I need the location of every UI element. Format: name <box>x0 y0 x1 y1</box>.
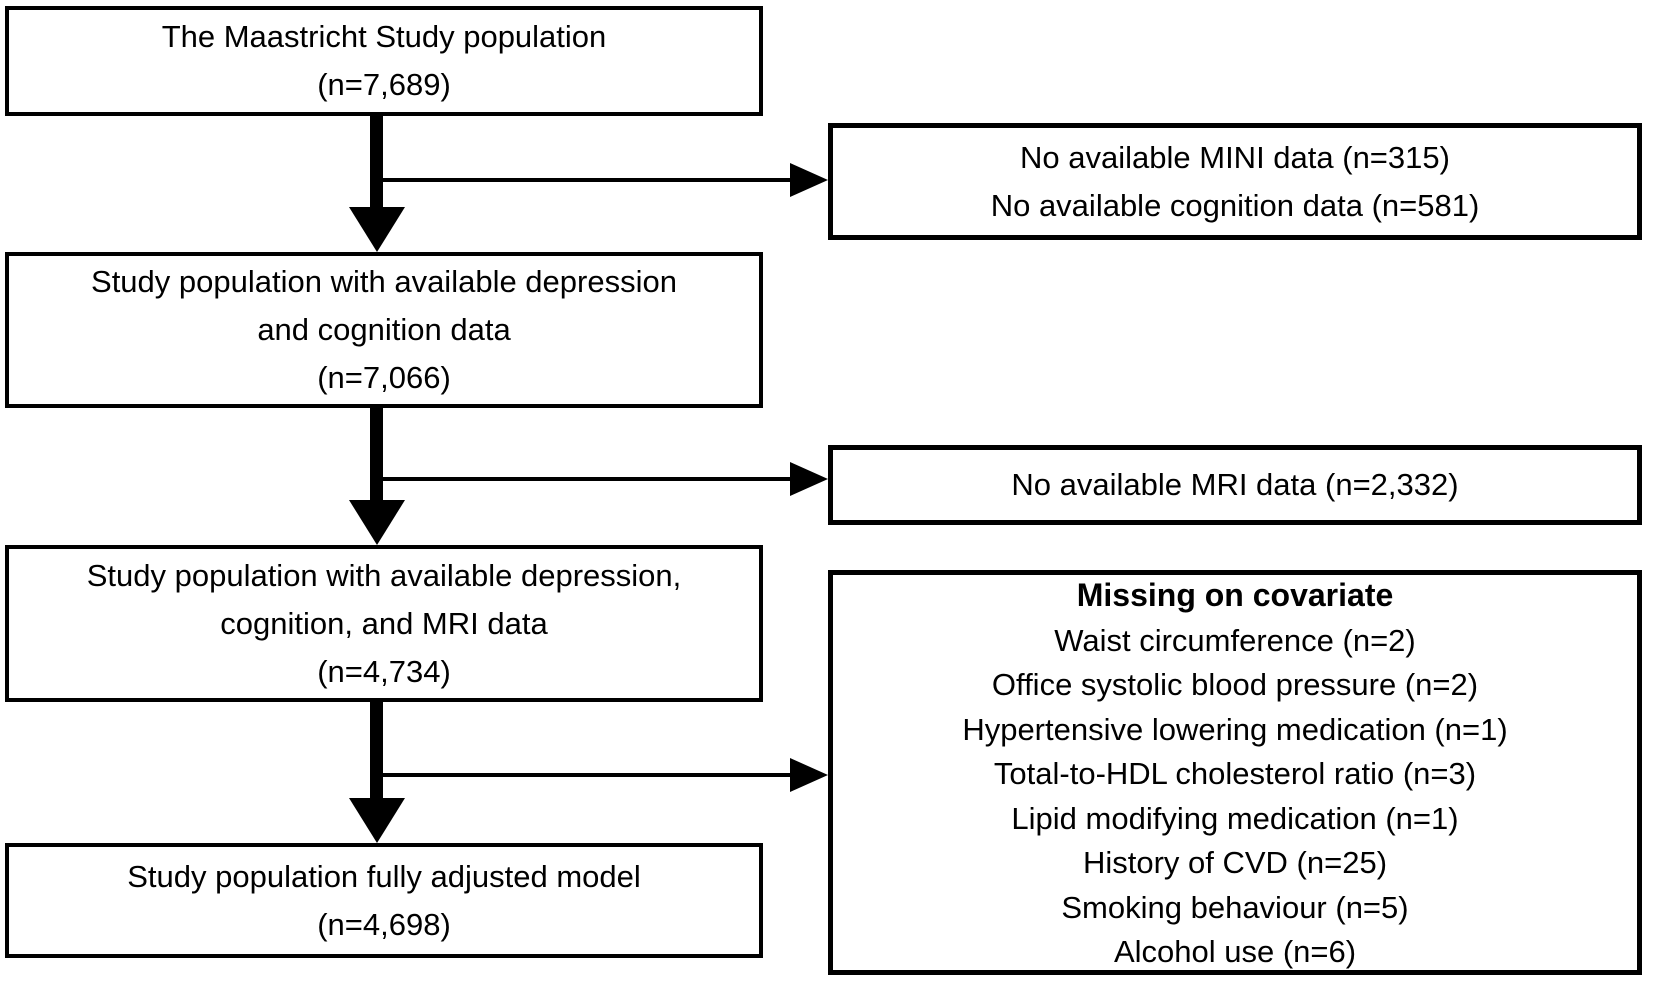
box-line: and cognition data <box>257 312 511 347</box>
box-count: (n=4,734) <box>317 653 451 689</box>
missing-covariate-title: Missing on covariate <box>1076 576 1394 613</box>
box-line: Study population with available depressi… <box>86 557 682 593</box>
box-line: cognition, and MRI data <box>220 605 548 641</box>
box-line: No available MINI data (n=315) <box>1020 139 1450 175</box>
covariate-line: Smoking behaviour (n=5) <box>1061 889 1409 925</box>
flow-box-missing-covariates: Missing on covariate Waist circumference… <box>828 570 1642 975</box>
box-line: No available cognition data (n=581) <box>990 187 1480 223</box>
box-line: No available MRI data (n=2,332) <box>1011 467 1459 502</box>
flow-box-depression-cognition-mri-population: Study population with available depressi… <box>5 545 763 702</box>
covariate-line: Hypertensive lowering medication (n=1) <box>962 711 1508 747</box>
down-arrow-head-icon <box>349 500 405 545</box>
down-arrow-shaft-3 <box>370 702 383 802</box>
flow-box-excluded-mini-cognition: No available MINI data (n=315) No availa… <box>828 123 1642 240</box>
box-line: Study population fully adjusted model <box>127 858 641 894</box>
covariate-line: Office systolic blood pressure (n=2) <box>991 667 1479 702</box>
covariate-line: Alcohol use (n=6) <box>1113 934 1357 969</box>
right-arrow-head-icon <box>790 758 828 792</box>
down-arrow-head-icon <box>349 798 405 843</box>
covariate-line: History of CVD (n=25) <box>1082 845 1388 880</box>
right-arrow-head-icon <box>790 163 828 197</box>
right-arrow-head-icon <box>790 462 828 496</box>
flow-box-maastricht-study-population: The Maastricht Study population (n=7,689… <box>5 6 763 116</box>
box-count: (n=4,698) <box>317 906 451 942</box>
box-line: The Maastricht Study population <box>161 19 607 54</box>
right-arrow-shaft-3 <box>377 773 790 777</box>
flow-box-fully-adjusted-model: Study population fully adjusted model (n… <box>5 843 763 958</box>
covariate-line: Total-to-HDL cholesterol ratio (n=3) <box>993 756 1477 791</box>
right-arrow-shaft-2 <box>377 477 790 481</box>
flow-box-excluded-mri: No available MRI data (n=2,332) <box>828 445 1642 525</box>
down-arrow-shaft-2 <box>370 408 383 504</box>
flow-box-depression-cognition-population: Study population with available depressi… <box>5 252 763 408</box>
covariate-line: Waist circumference (n=2) <box>1054 622 1416 658</box>
box-line: Study population with available depressi… <box>91 264 677 299</box>
box-count: (n=7,689) <box>317 67 451 102</box>
down-arrow-shaft-1 <box>370 116 383 211</box>
box-count: (n=7,066) <box>317 360 451 395</box>
down-arrow-head-icon <box>349 207 405 252</box>
covariate-line: Lipid modifying medication (n=1) <box>1011 800 1459 836</box>
right-arrow-shaft-1 <box>377 178 790 182</box>
